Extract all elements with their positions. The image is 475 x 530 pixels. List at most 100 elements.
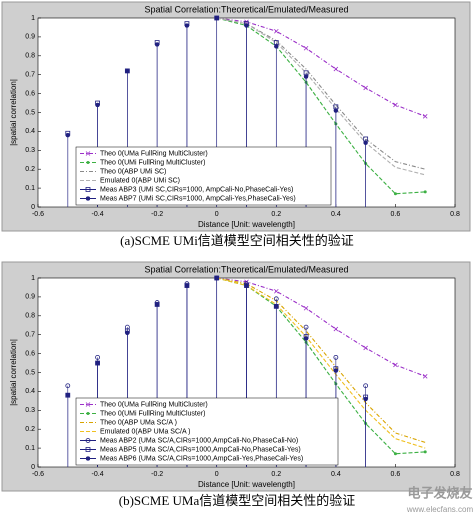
legend-label: Meas ABP5 (UMa SC/A,CIRs=1000,AmpCali-No… xyxy=(100,446,301,453)
legend-marker xyxy=(85,151,91,156)
marker xyxy=(303,45,309,51)
legend-label: Theo 0(ABP UMa SC/A ) xyxy=(100,419,177,426)
x-tick-label: -0.2 xyxy=(151,471,163,478)
y-tick-label: 0.8 xyxy=(25,313,35,320)
legend-marker xyxy=(86,412,90,415)
series-line xyxy=(216,17,426,176)
chart-title: Spatial Correlation:Theoretical/Emulated… xyxy=(144,4,348,14)
marker xyxy=(303,74,309,79)
y-tick-label: 0 xyxy=(31,204,35,211)
marker xyxy=(422,373,428,379)
series-line xyxy=(216,277,426,449)
caption: (b)SCME UMa信道模型空间相关性的验证 xyxy=(119,493,356,508)
marker xyxy=(95,102,100,108)
marker xyxy=(393,102,398,108)
y-tick-label: 0.5 xyxy=(25,369,35,376)
legend-label: Theo 0(UMi FullRing MultiCluster) xyxy=(100,410,205,417)
x-tick-label: 0 xyxy=(215,471,219,478)
y-tick-label: 0.1 xyxy=(25,445,35,452)
marker xyxy=(125,68,130,74)
legend-label: Meas ABP7 (UMi SC,CIRs=1000, AmpCali-Yes… xyxy=(100,195,296,202)
x-tick-label: 0.8 xyxy=(450,471,460,478)
y-tick-label: 0.1 xyxy=(25,185,35,192)
legend-box xyxy=(75,397,339,466)
y-tick-label: 0.9 xyxy=(25,34,35,41)
legend-marker xyxy=(85,187,91,192)
y-tick-label: 0.5 xyxy=(25,109,35,116)
y-tick-label: 1 xyxy=(31,15,35,22)
marker xyxy=(65,383,71,389)
y-tick-label: 0.3 xyxy=(25,407,35,414)
marker xyxy=(95,360,100,366)
y-tick-label: 0.4 xyxy=(25,128,35,135)
legend-label: Meas ABP2 (UMa SC/A,CIRs=1000,AmpCali-No… xyxy=(100,437,298,444)
marker xyxy=(65,132,71,138)
chart-title: Spatial Correlation:Theoretical/Emulated… xyxy=(144,264,348,274)
legend-label: Emulated 0(ABP UMi SC) xyxy=(100,177,180,184)
marker xyxy=(244,23,249,28)
x-tick-label: -0.6 xyxy=(32,471,44,478)
marker xyxy=(244,283,249,288)
legend-label: Theo 0(UMa FullRing MultiCluster) xyxy=(100,150,208,157)
y-tick-label: 0.7 xyxy=(25,72,35,79)
marker xyxy=(303,324,309,330)
x-tick-label: 0.6 xyxy=(391,211,401,218)
marker xyxy=(273,296,279,302)
y-tick-label: 0.3 xyxy=(25,147,35,154)
y-tick-label: 0.2 xyxy=(25,426,35,433)
watermark-brand: 电子发烧友 xyxy=(407,486,472,502)
marker xyxy=(65,392,71,398)
series-line xyxy=(216,17,426,195)
legend-label: Meas ABP6 (UMa SC/A,CIRs=1000,AmpCali-Ye… xyxy=(100,455,303,462)
x-tick-label: 0.4 xyxy=(331,471,341,478)
legend-label: Theo 0(UMi FullRing MultiCluster) xyxy=(100,159,205,166)
y-axis-label: |spatial correlation| xyxy=(9,339,18,406)
y-axis-label: |spatial correlation| xyxy=(9,79,18,146)
legend-marker xyxy=(85,456,91,461)
x-tick-label: -0.4 xyxy=(92,471,104,478)
legend-label: Theo 0(ABP UMi SC) xyxy=(100,168,166,175)
y-tick-label: 0.8 xyxy=(25,53,35,60)
marker xyxy=(393,192,397,196)
x-tick-label: -0.6 xyxy=(32,211,44,218)
marker xyxy=(363,140,368,145)
marker xyxy=(274,44,279,49)
x-tick-label: 0.2 xyxy=(271,211,281,218)
marker xyxy=(423,190,427,194)
marker xyxy=(363,85,368,91)
legend-label: Emulated 0(ABP UMa SC/A ) xyxy=(100,428,191,435)
x-tick-label: 0.4 xyxy=(331,211,341,218)
x-tick-label: -0.4 xyxy=(92,211,104,218)
watermark-url: www.elecfans.com xyxy=(406,505,474,514)
marker xyxy=(333,354,339,360)
marker xyxy=(303,336,309,341)
legend-marker xyxy=(85,438,91,443)
marker xyxy=(333,326,339,332)
x-axis-label: Distance [Unit: wavelength] xyxy=(198,220,295,229)
marker xyxy=(95,354,100,360)
x-axis-label: Distance [Unit: wavelength] xyxy=(198,480,295,489)
y-tick-label: 0.4 xyxy=(25,388,35,395)
legend-marker xyxy=(85,196,91,201)
marker xyxy=(363,383,369,389)
marker xyxy=(125,330,130,336)
x-tick-label: 0 xyxy=(215,211,219,218)
marker xyxy=(274,288,279,294)
marker xyxy=(393,452,397,456)
marker xyxy=(154,302,160,307)
series-line xyxy=(216,277,426,377)
caption: (a)SCME UMi信道模型空间相关性的验证 xyxy=(120,233,354,248)
y-tick-label: 0.6 xyxy=(25,90,35,97)
marker xyxy=(363,396,368,402)
y-tick-label: 0.2 xyxy=(25,166,35,173)
x-tick-label: 0.2 xyxy=(271,471,281,478)
y-tick-label: 1 xyxy=(31,275,35,282)
y-tick-label: 0.7 xyxy=(25,332,35,339)
legend-label: Theo 0(UMa FullRing MultiCluster) xyxy=(100,401,208,408)
legend-marker xyxy=(85,402,91,407)
y-tick-label: 0.9 xyxy=(25,294,35,301)
marker xyxy=(333,66,339,72)
marker xyxy=(274,304,279,309)
legend-box xyxy=(75,146,332,206)
